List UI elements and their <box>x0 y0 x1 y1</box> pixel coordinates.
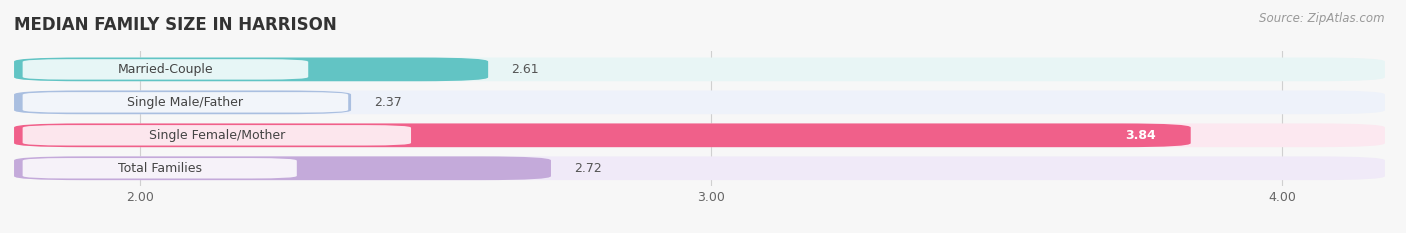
FancyBboxPatch shape <box>14 123 1385 147</box>
Text: Married-Couple: Married-Couple <box>118 63 214 76</box>
FancyBboxPatch shape <box>14 90 352 114</box>
FancyBboxPatch shape <box>14 58 1385 81</box>
Text: Source: ZipAtlas.com: Source: ZipAtlas.com <box>1260 12 1385 25</box>
Text: 2.37: 2.37 <box>374 96 402 109</box>
FancyBboxPatch shape <box>22 59 308 80</box>
FancyBboxPatch shape <box>14 90 1385 114</box>
FancyBboxPatch shape <box>22 158 297 178</box>
Text: MEDIAN FAMILY SIZE IN HARRISON: MEDIAN FAMILY SIZE IN HARRISON <box>14 16 337 34</box>
Text: Single Male/Father: Single Male/Father <box>128 96 243 109</box>
FancyBboxPatch shape <box>22 92 349 113</box>
FancyBboxPatch shape <box>14 156 551 180</box>
Text: Single Female/Mother: Single Female/Mother <box>149 129 285 142</box>
Text: 3.84: 3.84 <box>1126 129 1156 142</box>
FancyBboxPatch shape <box>14 123 1191 147</box>
Text: 2.61: 2.61 <box>510 63 538 76</box>
FancyBboxPatch shape <box>14 156 1385 180</box>
Text: 2.72: 2.72 <box>574 162 602 175</box>
Text: Total Families: Total Families <box>118 162 201 175</box>
FancyBboxPatch shape <box>14 58 488 81</box>
FancyBboxPatch shape <box>22 125 411 146</box>
